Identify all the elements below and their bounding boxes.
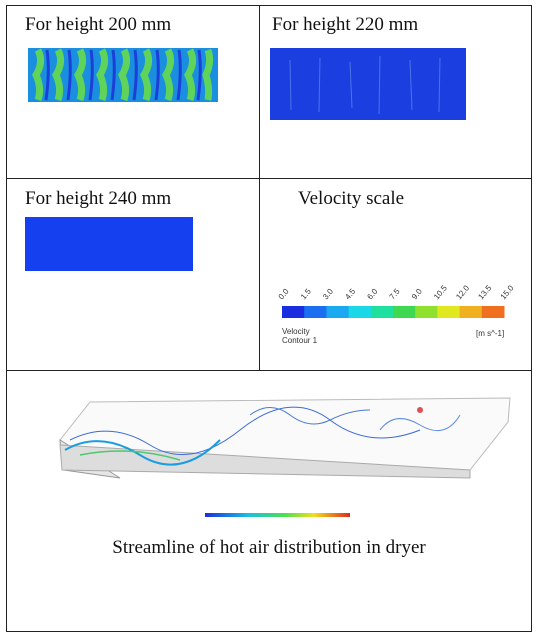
scale-unit: [m s^-1] — [476, 329, 504, 338]
scale-segment — [393, 306, 416, 318]
contour-image-240 — [25, 217, 193, 271]
scale-tick-label: 0.0 — [277, 287, 291, 302]
scale-tick-label: 4.5 — [343, 287, 357, 302]
cell-title: For height 200 mm — [25, 14, 171, 35]
cell-title: For height 220 mm — [272, 14, 418, 35]
cell-title: Velocity scale — [298, 188, 404, 209]
cell-title: For height 240 mm — [25, 188, 171, 209]
streamline-image — [59, 397, 511, 517]
scale-segment — [437, 306, 461, 318]
scale-segment — [326, 306, 350, 318]
scale-tick-label: 15.0 — [499, 283, 516, 301]
scale-title: Velocity — [282, 327, 310, 336]
scale-segment — [304, 306, 327, 318]
scale-tick-label: 7.5 — [388, 287, 402, 302]
scale-segment — [459, 306, 483, 318]
velocity-scale: 0.0 1.5 3.0 4.5 6.0 7.5 9.0 10.5 12.0 13.5 15.0 — [277, 283, 516, 318]
scale-tick-label: 13.5 — [476, 283, 493, 301]
scale-segment — [415, 306, 438, 318]
table-border — [6, 5, 532, 632]
scale-tick-label: 6.0 — [365, 287, 379, 302]
scale-tick-label: 10.5 — [432, 283, 449, 301]
scale-tick-label: 3.0 — [321, 287, 335, 302]
contour-image-220 — [270, 48, 466, 120]
scale-segment — [370, 306, 394, 318]
scale-subtitle: Contour 1 — [282, 336, 318, 345]
scale-tick-label: 9.0 — [410, 287, 424, 302]
caption: Streamline of hot air distribution in dr… — [112, 537, 426, 558]
scale-segment — [481, 306, 505, 318]
scale-tick-label: 1.5 — [299, 287, 313, 302]
scale-segment — [348, 306, 372, 318]
scale-segment — [282, 306, 305, 318]
contour-image-200 — [28, 48, 218, 102]
scale-tick-label: 12.0 — [454, 283, 471, 301]
